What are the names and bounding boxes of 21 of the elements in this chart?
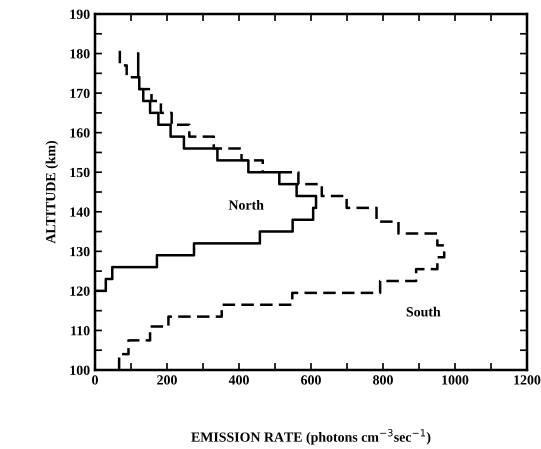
y-tick-label: 170 <box>70 88 90 98</box>
series-label: South <box>406 306 440 317</box>
y-tick-label: 180 <box>70 49 90 59</box>
x-tick-label: 400 <box>228 375 249 385</box>
x-tick-label: 800 <box>373 375 393 385</box>
x-tick-label: 200 <box>157 375 177 385</box>
series-label: North <box>228 200 264 210</box>
y-axis-title: ALTITUDE (km) <box>46 140 58 244</box>
y-tick-label: 160 <box>70 128 90 138</box>
x-tick-label: 600 <box>301 375 321 385</box>
y-tick-label: 110 <box>71 326 90 336</box>
y-tick-label: 150 <box>70 168 90 178</box>
x-tick-label: 0 <box>92 375 98 385</box>
y-tick-label: 190 <box>70 10 90 19</box>
y-tick-label: 130 <box>70 246 90 256</box>
x-axis-title: EMISSION RATE (photons cm$^{−3}$sec$^{−1}$) <box>191 429 430 445</box>
x-tick-label: 1000 <box>442 375 468 385</box>
y-tick-label: 100 <box>70 366 90 375</box>
x-tick-label: 1200 <box>514 375 540 385</box>
y-tick-label: 120 <box>70 286 90 296</box>
y-tick-label: 140 <box>70 207 90 217</box>
